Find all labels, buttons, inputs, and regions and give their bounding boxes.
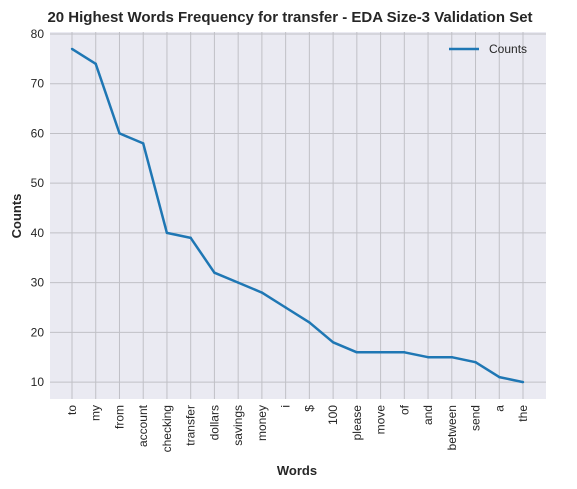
- data-point: [70, 47, 74, 51]
- x-axis-ticks: to my from account checking transfer dollars sa…: [65, 404, 530, 452]
- y-tick-label: 70: [31, 77, 45, 91]
- y-tick-label: 20: [31, 325, 45, 339]
- data-point: [331, 341, 335, 344]
- legend: Counts: [449, 42, 527, 56]
- data-point: [355, 351, 359, 354]
- x-tick-label: a: [492, 405, 506, 412]
- data-point: [189, 236, 192, 240]
- series-group: [70, 47, 525, 384]
- series-line-counts: [71, 47, 524, 384]
- x-tick-label: between: [445, 405, 459, 450]
- data-point: [426, 356, 430, 359]
- data-point: [118, 132, 121, 135]
- y-axis-label: Counts: [9, 194, 24, 239]
- data-point: [498, 375, 501, 379]
- data-point: [403, 351, 406, 354]
- data-point: [521, 380, 525, 384]
- x-tick-label: from: [112, 405, 126, 429]
- x-tick-label: 100: [326, 405, 340, 425]
- x-tick-label: of: [397, 404, 411, 415]
- y-tick-label: 10: [31, 375, 45, 389]
- data-point: [450, 356, 453, 359]
- x-tick-label: to: [65, 405, 79, 415]
- x-tick-label: account: [136, 404, 150, 447]
- chart-title: 20 Highest Words Frequency for transfer …: [47, 9, 532, 26]
- x-tick-label: $: [302, 405, 316, 412]
- data-point: [142, 142, 145, 145]
- x-tick-label: i: [279, 405, 293, 408]
- x-tick-label: and: [421, 405, 435, 425]
- x-axis-label: Words: [277, 463, 317, 478]
- x-tick-label: the: [516, 405, 530, 422]
- y-tick-label: 80: [31, 27, 45, 41]
- legend-label-counts: Counts: [489, 42, 527, 56]
- data-point: [474, 361, 477, 364]
- data-point: [379, 351, 382, 354]
- x-tick-label: move: [374, 405, 388, 435]
- y-axis-ticks: 10 20 30 40 50 60 70 80: [31, 27, 45, 389]
- data-point: [260, 291, 264, 294]
- plot-area: [50, 32, 546, 399]
- data-point: [236, 281, 240, 284]
- x-tick-label: savings: [231, 405, 245, 446]
- data-point: [165, 231, 169, 235]
- data-point: [94, 62, 97, 66]
- data-point: [213, 271, 216, 274]
- y-tick-label: 60: [31, 126, 45, 140]
- grid-lines: [50, 32, 546, 399]
- x-tick-label: money: [255, 405, 269, 441]
- x-tick-label: transfer: [184, 405, 198, 446]
- data-point: [284, 306, 287, 309]
- x-tick-label: checking: [160, 405, 174, 452]
- y-tick-label: 30: [31, 276, 45, 290]
- x-tick-label: please: [350, 405, 364, 441]
- x-tick-label: send: [469, 405, 483, 431]
- y-tick-label: 40: [31, 226, 45, 240]
- x-tick-label: my: [89, 405, 103, 421]
- x-tick-label: dollars: [207, 405, 221, 440]
- data-point: [308, 321, 311, 324]
- y-tick-label: 50: [31, 176, 45, 190]
